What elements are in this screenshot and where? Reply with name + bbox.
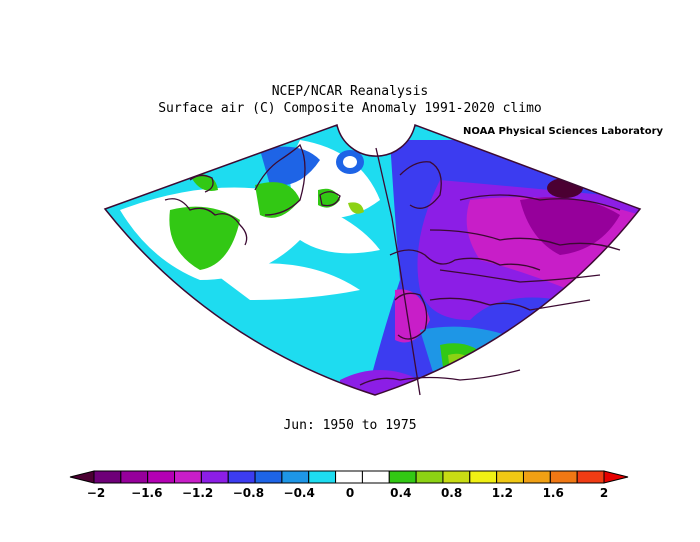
credit-label: NOAA Physical Sciences Laboratory (463, 126, 664, 137)
green-patch-small (348, 202, 364, 214)
colorbar-box (361, 470, 390, 484)
border-lines-1 (429, 229, 621, 251)
coastline-iceland (319, 191, 341, 207)
colorbar-box (200, 470, 229, 484)
colorbar-box (308, 470, 337, 484)
coastline-mediterranean (429, 297, 591, 311)
colorbar-tick-label: 1.2 (492, 486, 513, 500)
colorbar-right-arrow (603, 470, 629, 484)
colorbar-tick-label: 1.6 (543, 486, 564, 500)
colorbar-tick-label: 0.8 (441, 486, 462, 500)
colorbar-tick-label: 2 (600, 486, 608, 500)
green-patch-labrador (169, 206, 240, 270)
colorbar-tick-label: 0 (346, 486, 354, 500)
coastline-russia (459, 194, 621, 211)
white-blob-north (343, 156, 357, 168)
map-frame (103, 123, 642, 396)
colorbar-box (442, 470, 471, 484)
colorbar-box (549, 470, 578, 484)
coastline-scandinavia (399, 161, 442, 209)
colorbar-labels: −2 −1.6 −1.2 −0.8 −0.4 0 0.4 0.8 1.2 1.6 2 (87, 486, 608, 500)
colorbar-box (281, 470, 310, 484)
colorbar-box (254, 470, 283, 484)
chart-title-line-1: NCEP/NCAR Reanalysis (271, 84, 429, 99)
meridian-line-1 (375, 147, 393, 219)
colorbar-tick-label: 0.4 (390, 486, 411, 500)
colorbar-box (120, 470, 149, 484)
colorbar-boxes (69, 470, 629, 484)
colorbar-tick-label: −2 (87, 486, 105, 500)
coastline-africa-north (359, 369, 521, 386)
colorbar-box (174, 470, 202, 484)
chart-title-line-2: Surface air (C) Composite Anomaly 1991-2… (158, 101, 542, 116)
colorbar-box (469, 470, 498, 484)
colorbar-tick-label: −1.2 (182, 486, 213, 500)
colorbar-left-arrow (69, 470, 95, 484)
colorbar-box (227, 470, 256, 484)
colorbar-box (522, 470, 551, 484)
coastline-labrador (164, 198, 248, 246)
colorbar-box (415, 470, 444, 484)
coastline-europe-north (389, 249, 541, 271)
colorbar-box (93, 470, 122, 484)
colorbar-tick-label: −0.8 (233, 486, 264, 500)
colorbar-box (576, 470, 605, 484)
period-label: Jun: 1950 to 1975 (283, 418, 417, 433)
meridian-line-2 (391, 217, 421, 396)
colorbar-tick-label: −0.4 (284, 486, 315, 500)
white-zero-region-central (210, 263, 360, 300)
green-patch-baffin (190, 174, 218, 191)
colorbar-tick-label: −1.6 (131, 486, 162, 500)
colorbar-box (147, 470, 176, 484)
colorbar-box (335, 470, 363, 484)
iberia-magenta (395, 289, 430, 343)
nw-africa-violet (340, 370, 420, 395)
colorbar-box (496, 470, 524, 484)
colorbar-box (388, 470, 417, 484)
coastline-greenland (254, 143, 306, 216)
